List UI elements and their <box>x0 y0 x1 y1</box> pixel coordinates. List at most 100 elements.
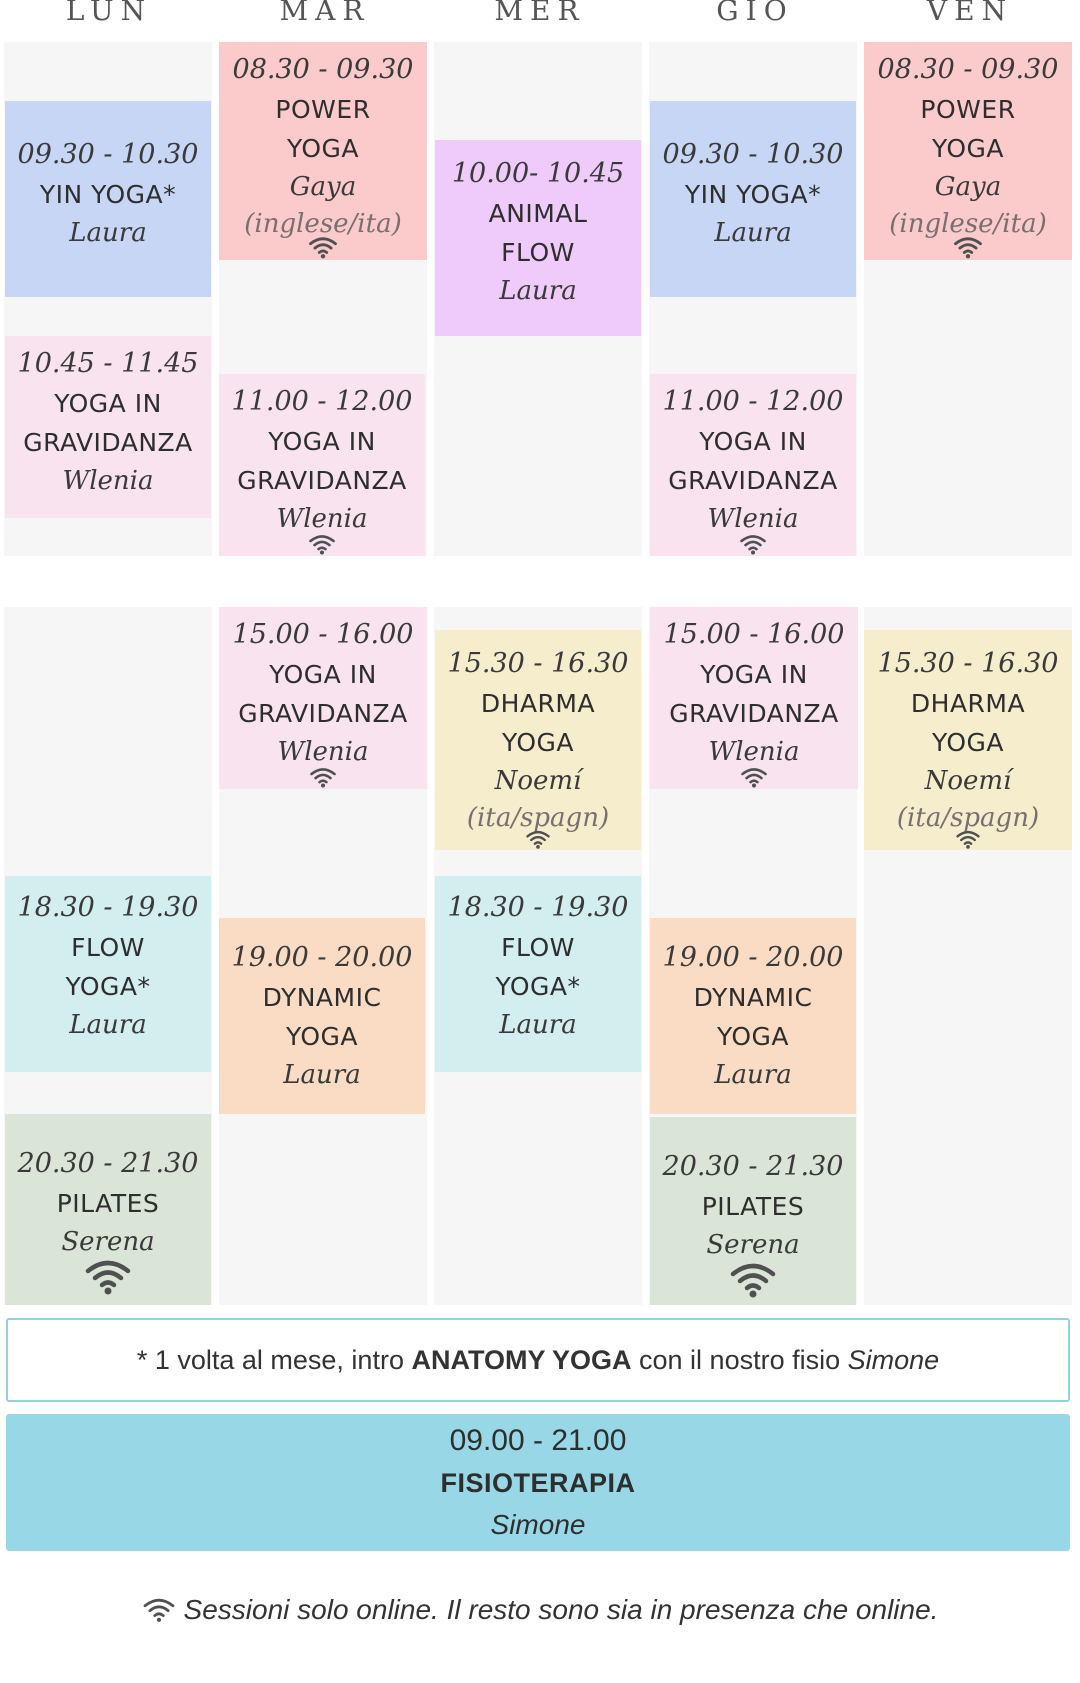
class-title: YOGA <box>931 134 1005 163</box>
class-time: 15.30 - 16.30 <box>447 648 629 679</box>
wifi-icon <box>526 830 550 849</box>
class-teacher: Serena <box>706 1230 800 1260</box>
wifi-icon <box>730 1263 776 1298</box>
day-header-gio: GIO <box>716 0 794 27</box>
class-title: DHARMA <box>480 689 596 718</box>
class-teacher: Serena <box>61 1227 155 1257</box>
class-title: YOGA IN <box>269 660 377 689</box>
class-title: YOGA IN <box>54 389 162 418</box>
class-teacher: Laura <box>714 1060 792 1090</box>
footer-legend: Sessioni solo online. Il resto sono sia … <box>0 1594 1080 1626</box>
class-title: DYNAMIC <box>262 983 382 1012</box>
class-title: GRAVIDANZA <box>23 428 193 457</box>
wifi-icon <box>85 1260 131 1295</box>
class-title: GRAVIDANZA <box>669 699 839 728</box>
class-teacher: Gaya <box>934 172 1002 202</box>
class-card-mar-dynamic: 19.00 - 20.00 DYNAMIC YOGA Laura <box>219 918 425 1114</box>
class-title: YOGA* <box>65 972 151 1001</box>
class-language: (inglese/ita) <box>889 209 1047 239</box>
class-title: FLOW <box>501 238 575 267</box>
class-title: YOGA IN <box>268 427 376 456</box>
class-title: DHARMA <box>910 689 1026 718</box>
class-time: 11.00 - 12.00 <box>231 386 413 417</box>
wifi-icon <box>310 768 336 788</box>
class-card-ven-dharma: 15.30 - 16.30 DHARMA YOGA Noemí (ita/spagn) <box>864 630 1072 850</box>
class-time: 08.30 - 09.30 <box>232 54 414 85</box>
class-time: 18.30 - 19.30 <box>447 892 629 923</box>
class-teacher: Noemí <box>494 766 582 796</box>
class-teacher: Laura <box>499 1010 577 1040</box>
class-teacher: Laura <box>499 276 577 306</box>
class-teacher: Laura <box>69 1010 147 1040</box>
class-card-lun-pilates: 20.30 - 21.30 PILATES Serena <box>5 1114 211 1305</box>
class-time: 18.30 - 19.30 <box>17 892 199 923</box>
class-title: YOGA <box>931 728 1005 757</box>
class-card-lun-yin: 09.30 - 10.30 YIN YOGA* Laura <box>5 101 211 297</box>
class-teacher: Wlenia <box>276 504 368 534</box>
class-title: YOGA IN <box>699 427 807 456</box>
class-title: FLOW <box>71 933 145 962</box>
class-card-mar-power: 08.30 - 09.30 POWER YOGA Gaya (inglese/ita) <box>219 42 427 260</box>
class-card-mer-flow: 18.30 - 19.30 FLOW YOGA* Laura <box>435 876 641 1072</box>
note-name: Simone <box>847 1344 940 1375</box>
class-title: POWER <box>275 95 371 124</box>
class-teacher: Wlenia <box>277 737 369 767</box>
class-time: 15.00 - 16.00 <box>232 619 414 650</box>
class-card-mer-animal: 10.00- 10.45 ANIMAL FLOW Laura <box>435 140 641 336</box>
physio-title: FISIOTERAPIA <box>440 1467 636 1498</box>
day-header-mer: MER <box>494 0 586 27</box>
class-title: YOGA <box>285 1022 359 1051</box>
day-header-ven: VEN <box>926 0 1014 27</box>
class-language: (ita/spagn) <box>896 803 1040 833</box>
class-time: 20.30 - 21.30 <box>17 1148 199 1179</box>
wifi-icon <box>143 1598 174 1622</box>
note-prefix: * 1 volta al mese, intro <box>136 1344 412 1375</box>
wifi-icon <box>954 237 982 259</box>
class-title: ANIMAL <box>488 199 588 228</box>
wifi-icon <box>309 535 335 555</box>
class-title: YOGA <box>716 1022 790 1051</box>
wifi-icon <box>741 768 767 788</box>
class-time: 10.45 - 11.45 <box>17 348 199 379</box>
class-card-mar-grav2: 15.00 - 16.00 YOGA IN GRAVIDANZA Wlenia <box>219 607 427 789</box>
wifi-icon <box>956 830 980 849</box>
class-time: 08.30 - 09.30 <box>877 54 1059 85</box>
class-time: 15.00 - 16.00 <box>663 619 845 650</box>
class-time: 19.00 - 20.00 <box>662 942 844 973</box>
note-middle: con il nostro fisio <box>631 1344 848 1375</box>
class-time: 15.30 - 16.30 <box>877 648 1059 679</box>
class-card-ven-power: 08.30 - 09.30 POWER YOGA Gaya (inglese/ita) <box>864 42 1072 260</box>
class-title: GRAVIDANZA <box>238 699 408 728</box>
day-header-mar: MAR <box>279 0 371 27</box>
wifi-icon <box>309 237 337 259</box>
class-language: (ita/spagn) <box>466 803 610 833</box>
class-time: 09.30 - 10.30 <box>17 139 199 170</box>
physio-time: 09.00 - 21.00 <box>449 1423 627 1457</box>
class-title: GRAVIDANZA <box>668 466 838 495</box>
class-card-lun-flow: 18.30 - 19.30 FLOW YOGA* Laura <box>5 876 211 1072</box>
class-time: 19.00 - 20.00 <box>231 942 413 973</box>
class-title: YOGA <box>501 728 575 757</box>
class-time: 11.00 - 12.00 <box>662 386 844 417</box>
class-title: YOGA IN <box>700 660 808 689</box>
class-teacher: Wlenia <box>62 466 154 496</box>
class-card-gio-pilates: 20.30 - 21.30 PILATES Serena <box>650 1117 856 1305</box>
class-card-gio-grav1: 11.00 - 12.00 YOGA IN GRAVIDANZA Wlenia <box>650 374 856 556</box>
class-card-gio-grav2: 15.00 - 16.00 YOGA IN GRAVIDANZA Wlenia <box>650 607 858 789</box>
class-title: GRAVIDANZA <box>237 466 407 495</box>
class-title: YOGA <box>286 134 360 163</box>
class-title: FLOW <box>501 933 575 962</box>
note-highlight: ANATOMY YOGA <box>411 1344 632 1375</box>
class-title: YIN YOGA* <box>684 180 822 209</box>
class-teacher: Wlenia <box>707 504 799 534</box>
class-title: POWER <box>920 95 1016 124</box>
class-title: PILATES <box>701 1192 805 1221</box>
wifi-icon <box>740 535 766 555</box>
anatomy-note: * 1 volta al mese, intro ANATOMY YOGA co… <box>6 1318 1070 1402</box>
class-card-mer-dharma: 15.30 - 16.30 DHARMA YOGA Noemí (ita/spagn) <box>435 630 641 850</box>
class-teacher: Laura <box>714 218 792 248</box>
class-card-lun-grav: 10.45 - 11.45 YOGA IN GRAVIDANZA Wlenia <box>5 336 211 518</box>
class-title: YOGA* <box>495 972 581 1001</box>
class-teacher: Wlenia <box>708 737 800 767</box>
class-language: (inglese/ita) <box>244 209 402 239</box>
